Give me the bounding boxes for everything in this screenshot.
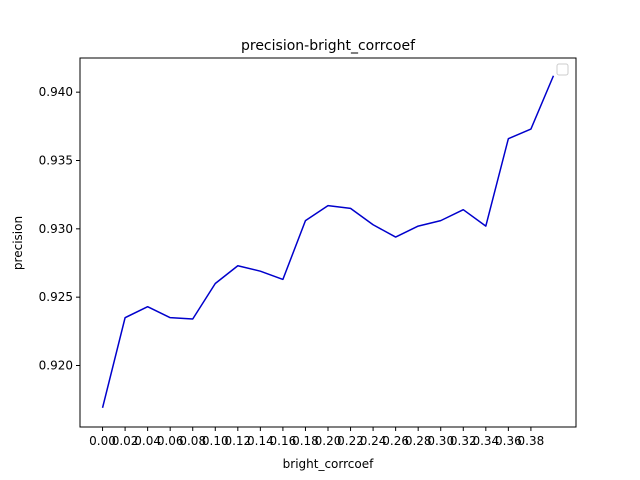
x-tick-label: 0.38 xyxy=(518,434,545,448)
x-axis: 0.000.020.040.060.080.100.120.140.160.18… xyxy=(89,427,544,448)
x-tick-label: 0.28 xyxy=(405,434,432,448)
legend-box xyxy=(556,63,569,76)
x-tick-label: 0.20 xyxy=(315,434,342,448)
x-tick-label: 0.06 xyxy=(157,434,184,448)
x-tick-label: 0.16 xyxy=(270,434,297,448)
x-tick-label: 0.12 xyxy=(224,434,251,448)
x-tick-label: 0.18 xyxy=(292,434,319,448)
x-tick-label: 0.34 xyxy=(472,434,499,448)
y-tick-label: 0.930 xyxy=(39,222,73,236)
plot-area xyxy=(79,57,577,428)
y-axis-label: precision xyxy=(11,216,25,270)
x-tick-label: 0.02 xyxy=(112,434,139,448)
x-tick-label: 0.30 xyxy=(427,434,454,448)
x-axis-label: bright_corrcoef xyxy=(283,457,374,471)
x-tick-label: 0.36 xyxy=(495,434,522,448)
y-tick-label: 0.920 xyxy=(39,359,73,373)
y-axis: 0.920 0.925 0.930 0.935 0.940 xyxy=(39,85,80,373)
x-tick-label: 0.24 xyxy=(360,434,387,448)
x-tick-label: 0.22 xyxy=(337,434,364,448)
y-tick-label: 0.935 xyxy=(39,154,73,168)
series-line xyxy=(101,75,555,409)
x-tick-label: 0.04 xyxy=(134,434,161,448)
x-tick-label: 0.32 xyxy=(450,434,477,448)
x-tick-label: 0.08 xyxy=(179,434,206,448)
chart-title: precision-bright_corrcoef xyxy=(241,38,416,54)
y-tick-label: 0.925 xyxy=(39,290,73,304)
x-tick-label: 0.26 xyxy=(382,434,409,448)
x-tick-label: 0.10 xyxy=(202,434,229,448)
x-tick-label: 0.14 xyxy=(247,434,274,448)
x-tick-label: 0.00 xyxy=(89,434,116,448)
y-tick-label: 0.940 xyxy=(39,85,73,99)
series-layer xyxy=(101,75,555,409)
